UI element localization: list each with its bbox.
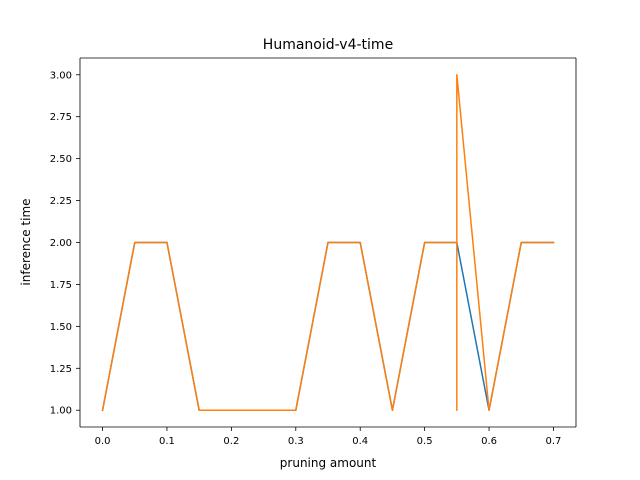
- x-axis-ticks: 0.0 0.1 0.2 0.3 0.4 0.5 0.6 0.7: [95, 427, 562, 447]
- y-tick-label: 2.00: [50, 238, 72, 249]
- x-tick-label: 0.5: [417, 436, 433, 447]
- y-tick-label: 2.75: [50, 112, 72, 123]
- x-tick-label: 0.4: [352, 436, 368, 447]
- series-layer: [101, 74, 555, 412]
- y-tick-label: 3.00: [50, 70, 72, 81]
- x-tick-label: 0.0: [95, 436, 111, 447]
- y-tick-label: 2.25: [50, 196, 72, 207]
- y-tick-label: 1.75: [50, 280, 72, 291]
- y-axis-ticks: 1.00 1.25 1.50 1.75 2.00 2.25 2.50 2.75 3.00: [50, 70, 80, 417]
- x-tick-label: 0.3: [288, 436, 304, 447]
- y-tick-label: 1.00: [50, 406, 72, 417]
- x-axis-label: pruning amount: [280, 456, 377, 470]
- y-tick-label: 2.50: [50, 154, 72, 165]
- y-tick-label: 1.50: [50, 322, 72, 333]
- chart-title: Humanoid-v4-time: [263, 37, 393, 53]
- x-tick-label: 0.2: [223, 436, 239, 447]
- x-tick-label: 0.1: [159, 436, 175, 447]
- x-tick-label: 0.7: [546, 436, 562, 447]
- series-line-2: [101, 74, 555, 412]
- y-axis-label: inference time: [19, 198, 33, 285]
- y-tick-label: 1.25: [50, 364, 72, 375]
- x-tick-label: 0.6: [481, 436, 497, 447]
